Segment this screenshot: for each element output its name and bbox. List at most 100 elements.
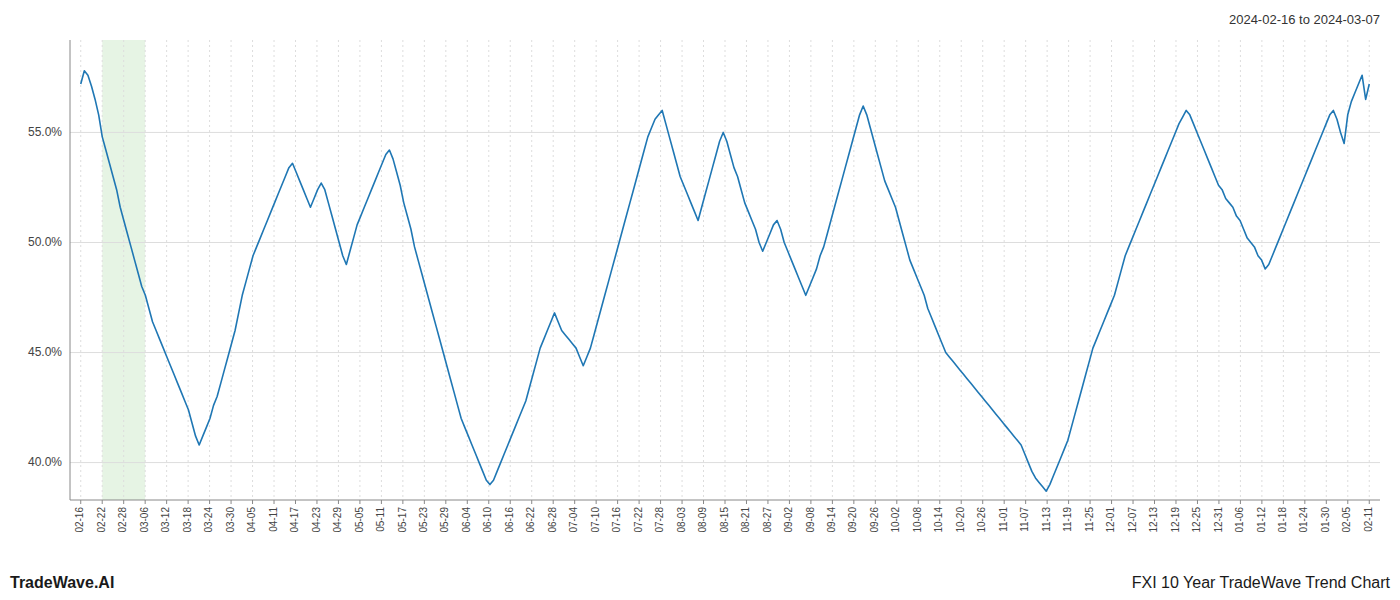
x-grid-line: [1111, 40, 1112, 500]
x-tick: [574, 500, 575, 504]
x-tick: [1068, 500, 1069, 504]
x-grid-line: [1004, 40, 1005, 500]
x-grid-line: [853, 40, 854, 500]
x-tick-label: 05-23: [418, 507, 429, 533]
x-tick: [252, 500, 253, 504]
x-tick: [510, 500, 511, 504]
x-grid-line: [316, 40, 317, 500]
x-tick: [918, 500, 919, 504]
x-tick: [1240, 500, 1241, 504]
x-tick-label: 01-18: [1277, 507, 1288, 533]
x-grid-line: [832, 40, 833, 500]
x-tick: [467, 500, 468, 504]
x-grid-line: [295, 40, 296, 500]
x-tick-label: 02-22: [96, 507, 107, 533]
x-tick-label: 09-08: [805, 507, 816, 533]
x-tick-label: 05-29: [439, 507, 450, 533]
x-tick: [145, 500, 146, 504]
shaded-band: [102, 40, 145, 500]
x-grid-line: [1283, 40, 1284, 500]
x-grid-line: [1090, 40, 1091, 500]
x-tick: [810, 500, 811, 504]
x-grid-line: [639, 40, 640, 500]
x-grid-line: [166, 40, 167, 500]
subtitle: 2024-02-16 to 2024-03-07: [1229, 12, 1380, 27]
x-tick-label: 01-24: [1298, 507, 1309, 533]
x-tick: [896, 500, 897, 504]
x-tick: [961, 500, 962, 504]
y-grid-line: [70, 352, 1380, 353]
x-tick-label: 03-30: [225, 507, 236, 533]
x-tick: [682, 500, 683, 504]
y-tick-label: 40.0%: [28, 455, 62, 469]
x-tick: [1326, 500, 1327, 504]
x-grid-line: [553, 40, 554, 500]
x-grid-line: [789, 40, 790, 500]
x-tick-label: 02-16: [74, 507, 85, 533]
x-tick: [316, 500, 317, 504]
x-grid-line: [102, 40, 103, 500]
x-tick-label: 09-14: [826, 507, 837, 533]
x-grid-line: [1326, 40, 1327, 500]
x-tick-label: 12-07: [1127, 507, 1138, 533]
x-tick: [639, 500, 640, 504]
plot-area: [70, 40, 1380, 500]
x-tick-label: 08-09: [697, 507, 708, 533]
x-tick-label: 12-13: [1148, 507, 1159, 533]
x-grid-line: [1218, 40, 1219, 500]
x-tick: [231, 500, 232, 504]
y-axis-line: [70, 40, 71, 500]
x-tick: [166, 500, 167, 504]
x-tick-label: 05-05: [354, 507, 365, 533]
x-tick: [789, 500, 790, 504]
x-grid-line: [209, 40, 210, 500]
x-tick-label: 09-20: [847, 507, 858, 533]
x-tick: [102, 500, 103, 504]
x-grid-line: [488, 40, 489, 500]
x-grid-line: [660, 40, 661, 500]
x-tick-label: 03-24: [203, 507, 214, 533]
x-tick-label: 12-25: [1191, 507, 1202, 533]
x-tick: [338, 500, 339, 504]
x-tick: [853, 500, 854, 504]
x-grid-line: [123, 40, 124, 500]
x-tick: [188, 500, 189, 504]
x-tick-label: 05-11: [375, 507, 386, 532]
x-grid-line: [896, 40, 897, 500]
x-tick: [1175, 500, 1176, 504]
x-tick: [488, 500, 489, 504]
x-tick: [209, 500, 210, 504]
x-grid-line: [574, 40, 575, 500]
x-tick-label: 11-07: [1019, 507, 1030, 532]
x-grid-line: [875, 40, 876, 500]
x-tick: [553, 500, 554, 504]
x-tick-label: 03-06: [139, 507, 150, 533]
x-grid-line: [1347, 40, 1348, 500]
x-tick: [274, 500, 275, 504]
x-tick-label: 04-29: [332, 507, 343, 533]
x-tick-label: 04-11: [268, 507, 279, 532]
x-grid-line: [359, 40, 360, 500]
x-tick: [939, 500, 940, 504]
x-grid-line: [1197, 40, 1198, 500]
x-grid-line: [381, 40, 382, 500]
x-tick-label: 09-02: [783, 507, 794, 533]
x-grid-line: [1133, 40, 1134, 500]
x-grid-line: [982, 40, 983, 500]
x-tick: [1283, 500, 1284, 504]
x-grid-line: [80, 40, 81, 500]
x-grid-line: [1261, 40, 1262, 500]
x-tick-label: 07-22: [633, 507, 644, 533]
x-grid-line: [725, 40, 726, 500]
x-grid-line: [445, 40, 446, 500]
x-tick: [1347, 500, 1348, 504]
y-grid-line: [70, 242, 1380, 243]
x-tick-label: 11-19: [1062, 507, 1073, 532]
x-tick: [381, 500, 382, 504]
x-tick-label: 03-18: [182, 507, 193, 533]
x-tick: [402, 500, 403, 504]
x-grid-line: [961, 40, 962, 500]
x-grid-line: [145, 40, 146, 500]
x-tick: [531, 500, 532, 504]
x-tick-label: 04-17: [289, 507, 300, 533]
